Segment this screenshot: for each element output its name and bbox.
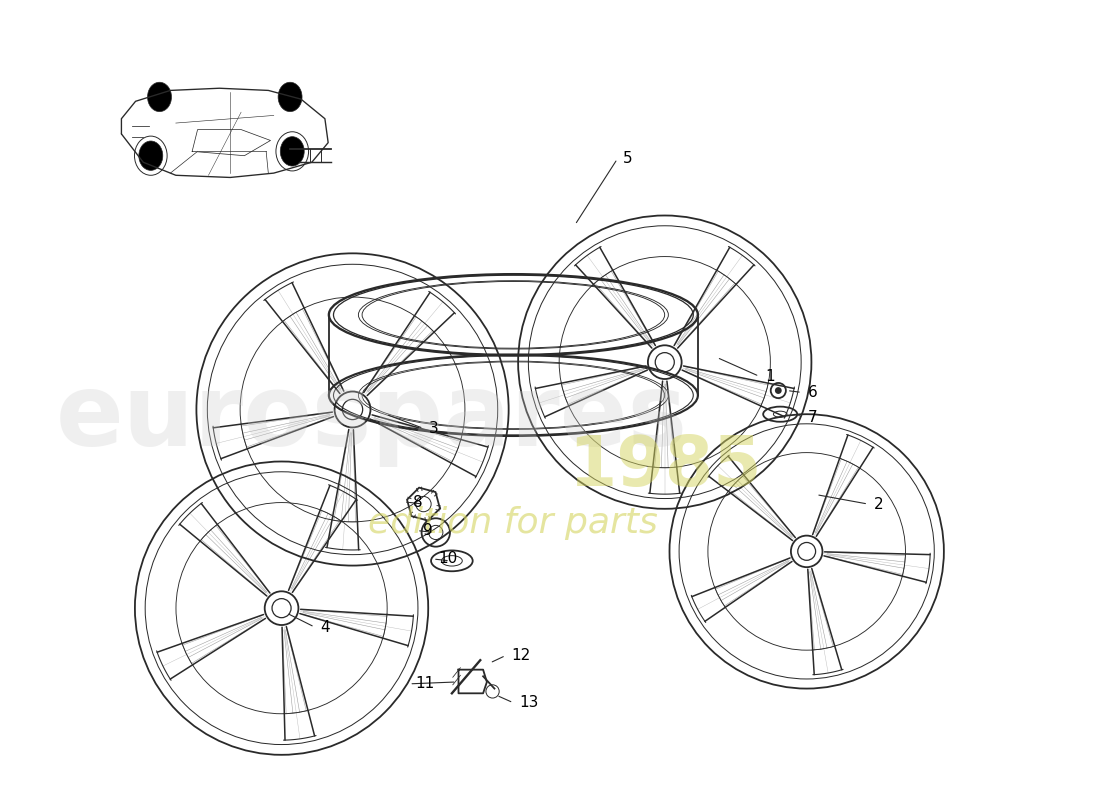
Ellipse shape	[147, 82, 172, 112]
Text: 4: 4	[320, 619, 330, 634]
Circle shape	[774, 387, 782, 394]
Text: 3: 3	[429, 421, 439, 436]
Text: 2: 2	[873, 497, 883, 511]
Text: 8: 8	[414, 494, 422, 510]
Text: edition for parts: edition for parts	[368, 506, 658, 540]
Text: 6: 6	[807, 385, 817, 400]
Text: 1: 1	[766, 369, 774, 384]
Text: 5: 5	[623, 151, 632, 166]
Text: 13: 13	[519, 695, 538, 710]
Text: 10: 10	[439, 551, 458, 566]
Ellipse shape	[278, 82, 303, 112]
Ellipse shape	[280, 137, 305, 166]
Text: eurospares: eurospares	[55, 370, 688, 467]
Text: 1985: 1985	[568, 433, 761, 500]
Ellipse shape	[139, 141, 163, 170]
Text: 12: 12	[512, 648, 530, 663]
Text: 9: 9	[422, 523, 432, 538]
Text: 11: 11	[415, 676, 434, 691]
Text: 7: 7	[807, 410, 817, 425]
